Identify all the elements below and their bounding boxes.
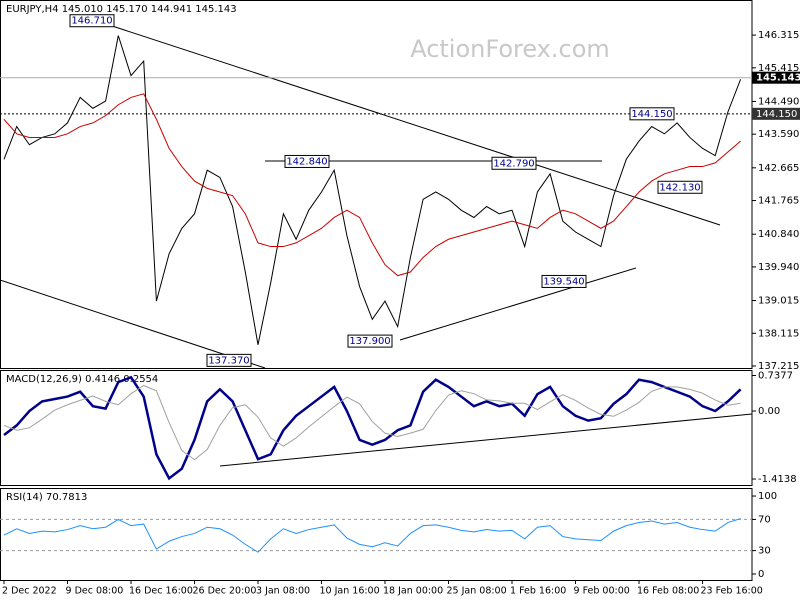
y-tick-label: 70 <box>758 514 771 525</box>
y-tick-label: 0.7377 <box>758 370 793 381</box>
y-tick-label: 143.590 <box>758 129 799 140</box>
y-tick-label: 141.765 <box>758 196 799 207</box>
y-tick-label: 140.840 <box>758 229 799 240</box>
y-tick-label: 30 <box>758 546 771 557</box>
y-tick-label: 145.415 <box>758 63 799 74</box>
series-line <box>3 35 742 345</box>
panel-title: MACD(12,26,9) 0.4146 0.2554 <box>6 374 158 385</box>
annotation-label: 142.130 <box>659 182 700 193</box>
x-tick-label: 3 Jan 08:00 <box>256 586 310 597</box>
annotation-box <box>491 156 537 170</box>
x-tick-label: 9 Feb 00:00 <box>574 586 630 597</box>
y-tick-label: 146.315 <box>758 30 799 41</box>
annotation-label: 142.840 <box>286 156 327 167</box>
y-tick-label: 139.015 <box>758 296 799 307</box>
panel-frame <box>0 488 753 581</box>
annotation-box <box>347 334 393 348</box>
annotation-box <box>541 274 587 288</box>
x-tick-label: 1 Feb 16:00 <box>510 586 566 597</box>
x-tick-label: 10 Jan 16:00 <box>320 586 380 597</box>
y-tick-label: 142.665 <box>758 163 799 174</box>
y-tick-label: 137.215 <box>758 361 799 372</box>
x-tick-label: 2 Dec 2022 <box>2 586 57 597</box>
annotation-box <box>629 107 675 121</box>
level-box <box>752 107 800 120</box>
x-tick-label: 26 Dec 20:00 <box>193 586 257 597</box>
chart-title: EURJPY,H4 145.010 145.170 144.941 145.14… <box>6 4 237 15</box>
trend-lines <box>0 21 753 467</box>
series-line <box>3 518 741 553</box>
y-tick-label: -1.4138 <box>758 474 797 485</box>
trend-line <box>99 21 721 226</box>
x-tick-label: 16 Feb 08:00 <box>637 586 699 597</box>
panel-frame <box>0 0 753 369</box>
annotation-label: 144.150 <box>631 109 672 120</box>
annotation-label: 142.790 <box>493 158 534 169</box>
series-line <box>3 384 741 461</box>
x-tick-label: 25 Jan 08:00 <box>447 586 507 597</box>
last-price-box <box>752 71 800 84</box>
level-label: 144.150 <box>756 109 797 120</box>
panel-title: RSI(14) 70.7813 <box>6 492 87 503</box>
x-tick-label: 23 Feb 16:00 <box>701 586 763 597</box>
annotation-label: 139.540 <box>543 276 584 287</box>
y-tick-label: 138.115 <box>758 328 799 339</box>
y-tick-label: 0.00 <box>758 406 780 417</box>
trend-line <box>399 267 637 341</box>
series-line <box>3 375 742 481</box>
x-tick-label: 9 Dec 08:00 <box>66 586 124 597</box>
y-tick-label: 139.940 <box>758 262 799 273</box>
trend-line <box>0 279 266 369</box>
annotation-box <box>69 14 115 28</box>
trend-line <box>219 413 753 467</box>
last-price-label: 145.143 <box>756 73 800 84</box>
series-line <box>3 93 741 277</box>
annotation-label: 137.900 <box>349 336 390 347</box>
y-tick-label: 100 <box>758 491 777 502</box>
annotation-label: 137.370 <box>208 355 249 366</box>
x-tick-label: 16 Dec 16:00 <box>129 586 193 597</box>
y-tick-label: 0 <box>758 569 764 580</box>
x-tick-label: 18 Jan 00:00 <box>383 586 443 597</box>
annotation-box <box>657 180 703 194</box>
annotation-box <box>206 353 252 367</box>
panel-frame <box>0 370 753 486</box>
y-tick-label: 144.490 <box>758 96 799 107</box>
annotation-label: 146.710 <box>71 16 112 27</box>
annotation-box <box>284 154 330 168</box>
watermark: ActionForex.com <box>410 35 610 63</box>
